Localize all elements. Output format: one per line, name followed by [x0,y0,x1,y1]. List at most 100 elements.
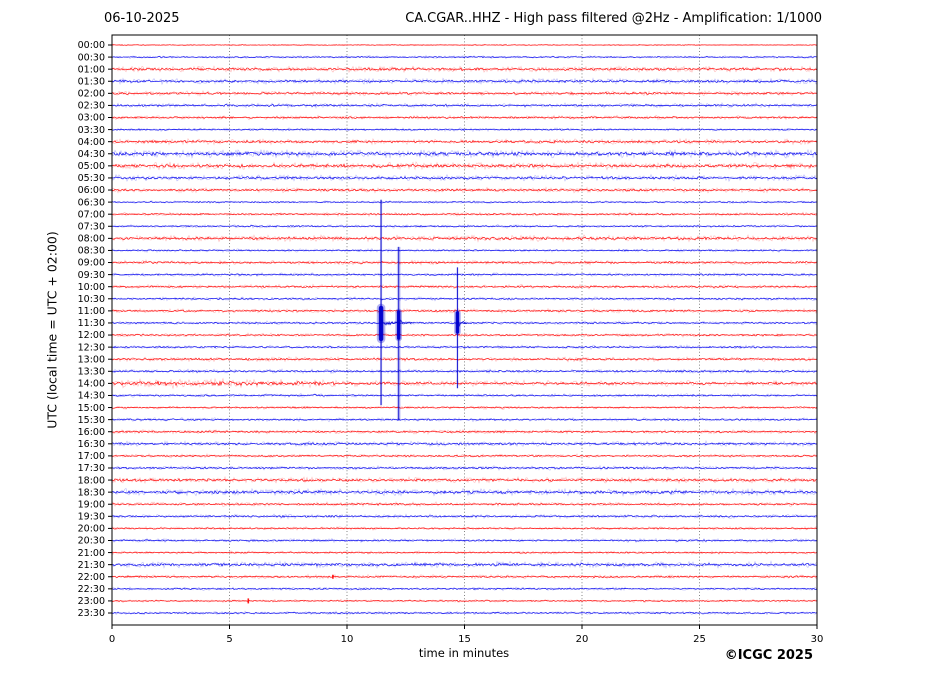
y-tick-label: 06:00 [78,185,105,196]
trace-13:00 [111,357,818,361]
y-tick-label: 03:30 [78,125,105,136]
y-tick-label: 10:00 [78,282,105,293]
trace-18:00 [111,478,818,482]
y-tick-label: 08:30 [78,246,105,257]
y-tick-label: 13:00 [78,354,105,365]
x-tick-label: 30 [811,634,824,645]
x-tick-label: 20 [576,634,589,645]
trace-18:30 [111,489,818,495]
y-tick-label: 22:30 [78,584,105,595]
trace-23:00 [111,599,818,602]
y-tick-label: 02:00 [78,89,105,100]
trace-08:30 [111,249,818,252]
x-tick-label: 0 [109,634,115,645]
y-tick-label: 21:00 [78,548,105,559]
y-tick-label: 08:00 [78,234,105,245]
trace-14:30 [111,394,818,397]
trace-01:00 [111,67,818,72]
y-tick-label: 17:30 [78,463,105,474]
trace-rows [111,43,818,616]
trace-12:00 [111,333,818,337]
trace-05:30 [111,175,818,180]
y-tick-label: 19:00 [78,499,105,510]
trace-09:00 [111,259,818,266]
trace-09:00 [111,260,818,265]
trace-21:00 [111,551,818,554]
y-tick-label: 22:00 [78,572,105,583]
trace-02:30 [111,103,818,108]
y-tick-label: 01:30 [78,76,105,87]
trace-08:00 [111,234,818,243]
trace-15:30 [111,418,818,422]
y-tick-label: 21:30 [78,560,105,571]
trace-19:30 [111,514,818,518]
y-tick-label: 15:00 [78,403,105,414]
trace-06:00 [111,186,818,194]
y-tick-label: 19:30 [78,512,105,523]
trace-14:00 [111,380,818,387]
trace-17:00 [111,452,818,459]
trace-11:00 [111,309,818,313]
y-tick-label: 06:30 [78,197,105,208]
trace-20:00 [111,527,818,530]
x-axis-label: time in minutes [418,646,510,660]
date-title: 06-10-2025 [104,11,180,26]
event-coda [398,319,413,327]
trace-23:30 [111,611,818,615]
trace-03:00 [111,116,818,119]
y-tick-label: 04:30 [78,149,105,160]
trace-17:30 [111,466,818,470]
trace-01:30 [111,77,818,86]
y-tick-label: 12:00 [78,330,105,341]
trace-16:30 [111,442,818,446]
trace-10:30 [111,297,818,301]
y-tick-label: 23:00 [78,596,105,607]
trace-04:00 [111,139,818,144]
trace-02:00 [111,91,818,96]
seismic-events [247,199,469,604]
y-tick-label: 16:00 [78,427,105,438]
trace-03:30 [111,128,818,131]
y-tick-label: 07:30 [78,221,105,232]
y-tick-label: 04:00 [78,137,105,148]
y-tick-label: 23:30 [78,608,105,619]
event-coda [380,318,398,326]
trace-07:30 [111,225,818,228]
gridlines [229,35,700,625]
y-tick-label: 14:30 [78,391,105,402]
y-tick-label: 20:00 [78,524,105,535]
y-tick-label: 16:30 [78,439,105,450]
y-tick-label: 12:30 [78,342,105,353]
trace-10:00 [111,285,818,289]
y-tick-label: 01:00 [78,64,105,75]
trace-22:00 [111,575,818,579]
trace-12:30 [111,345,818,349]
y-tick-label: 02:30 [78,101,105,112]
trace-14:00 [111,377,818,390]
y-tick-label: 00:00 [78,40,105,51]
trace-21:30 [111,562,818,567]
station-title: CA.CGAR..HHZ - High pass filtered @2Hz -… [405,11,822,26]
trace-19:00 [111,502,818,506]
copyright-label: ©ICGC 2025 [724,648,813,663]
y-tick-label: 05:00 [78,161,105,172]
trace-04:30 [111,151,818,157]
trace-05:00 [111,163,818,169]
x-tick-label: 5 [226,634,232,645]
trace-06:00 [111,188,818,192]
trace-06:30 [111,200,818,204]
y-tick-label: 03:00 [78,113,105,124]
trace-22:30 [111,587,818,591]
trace-00:00 [111,44,818,46]
trace-13:30 [111,369,818,373]
trace-17:00 [111,454,818,458]
trace-15:00 [111,406,818,409]
y-tick-label: 18:00 [78,475,105,486]
y-tick-label: 09:30 [78,270,105,281]
trace-16:00 [111,430,818,434]
y-tick-label: 20:30 [78,536,105,547]
y-tick-label: 05:30 [78,173,105,184]
